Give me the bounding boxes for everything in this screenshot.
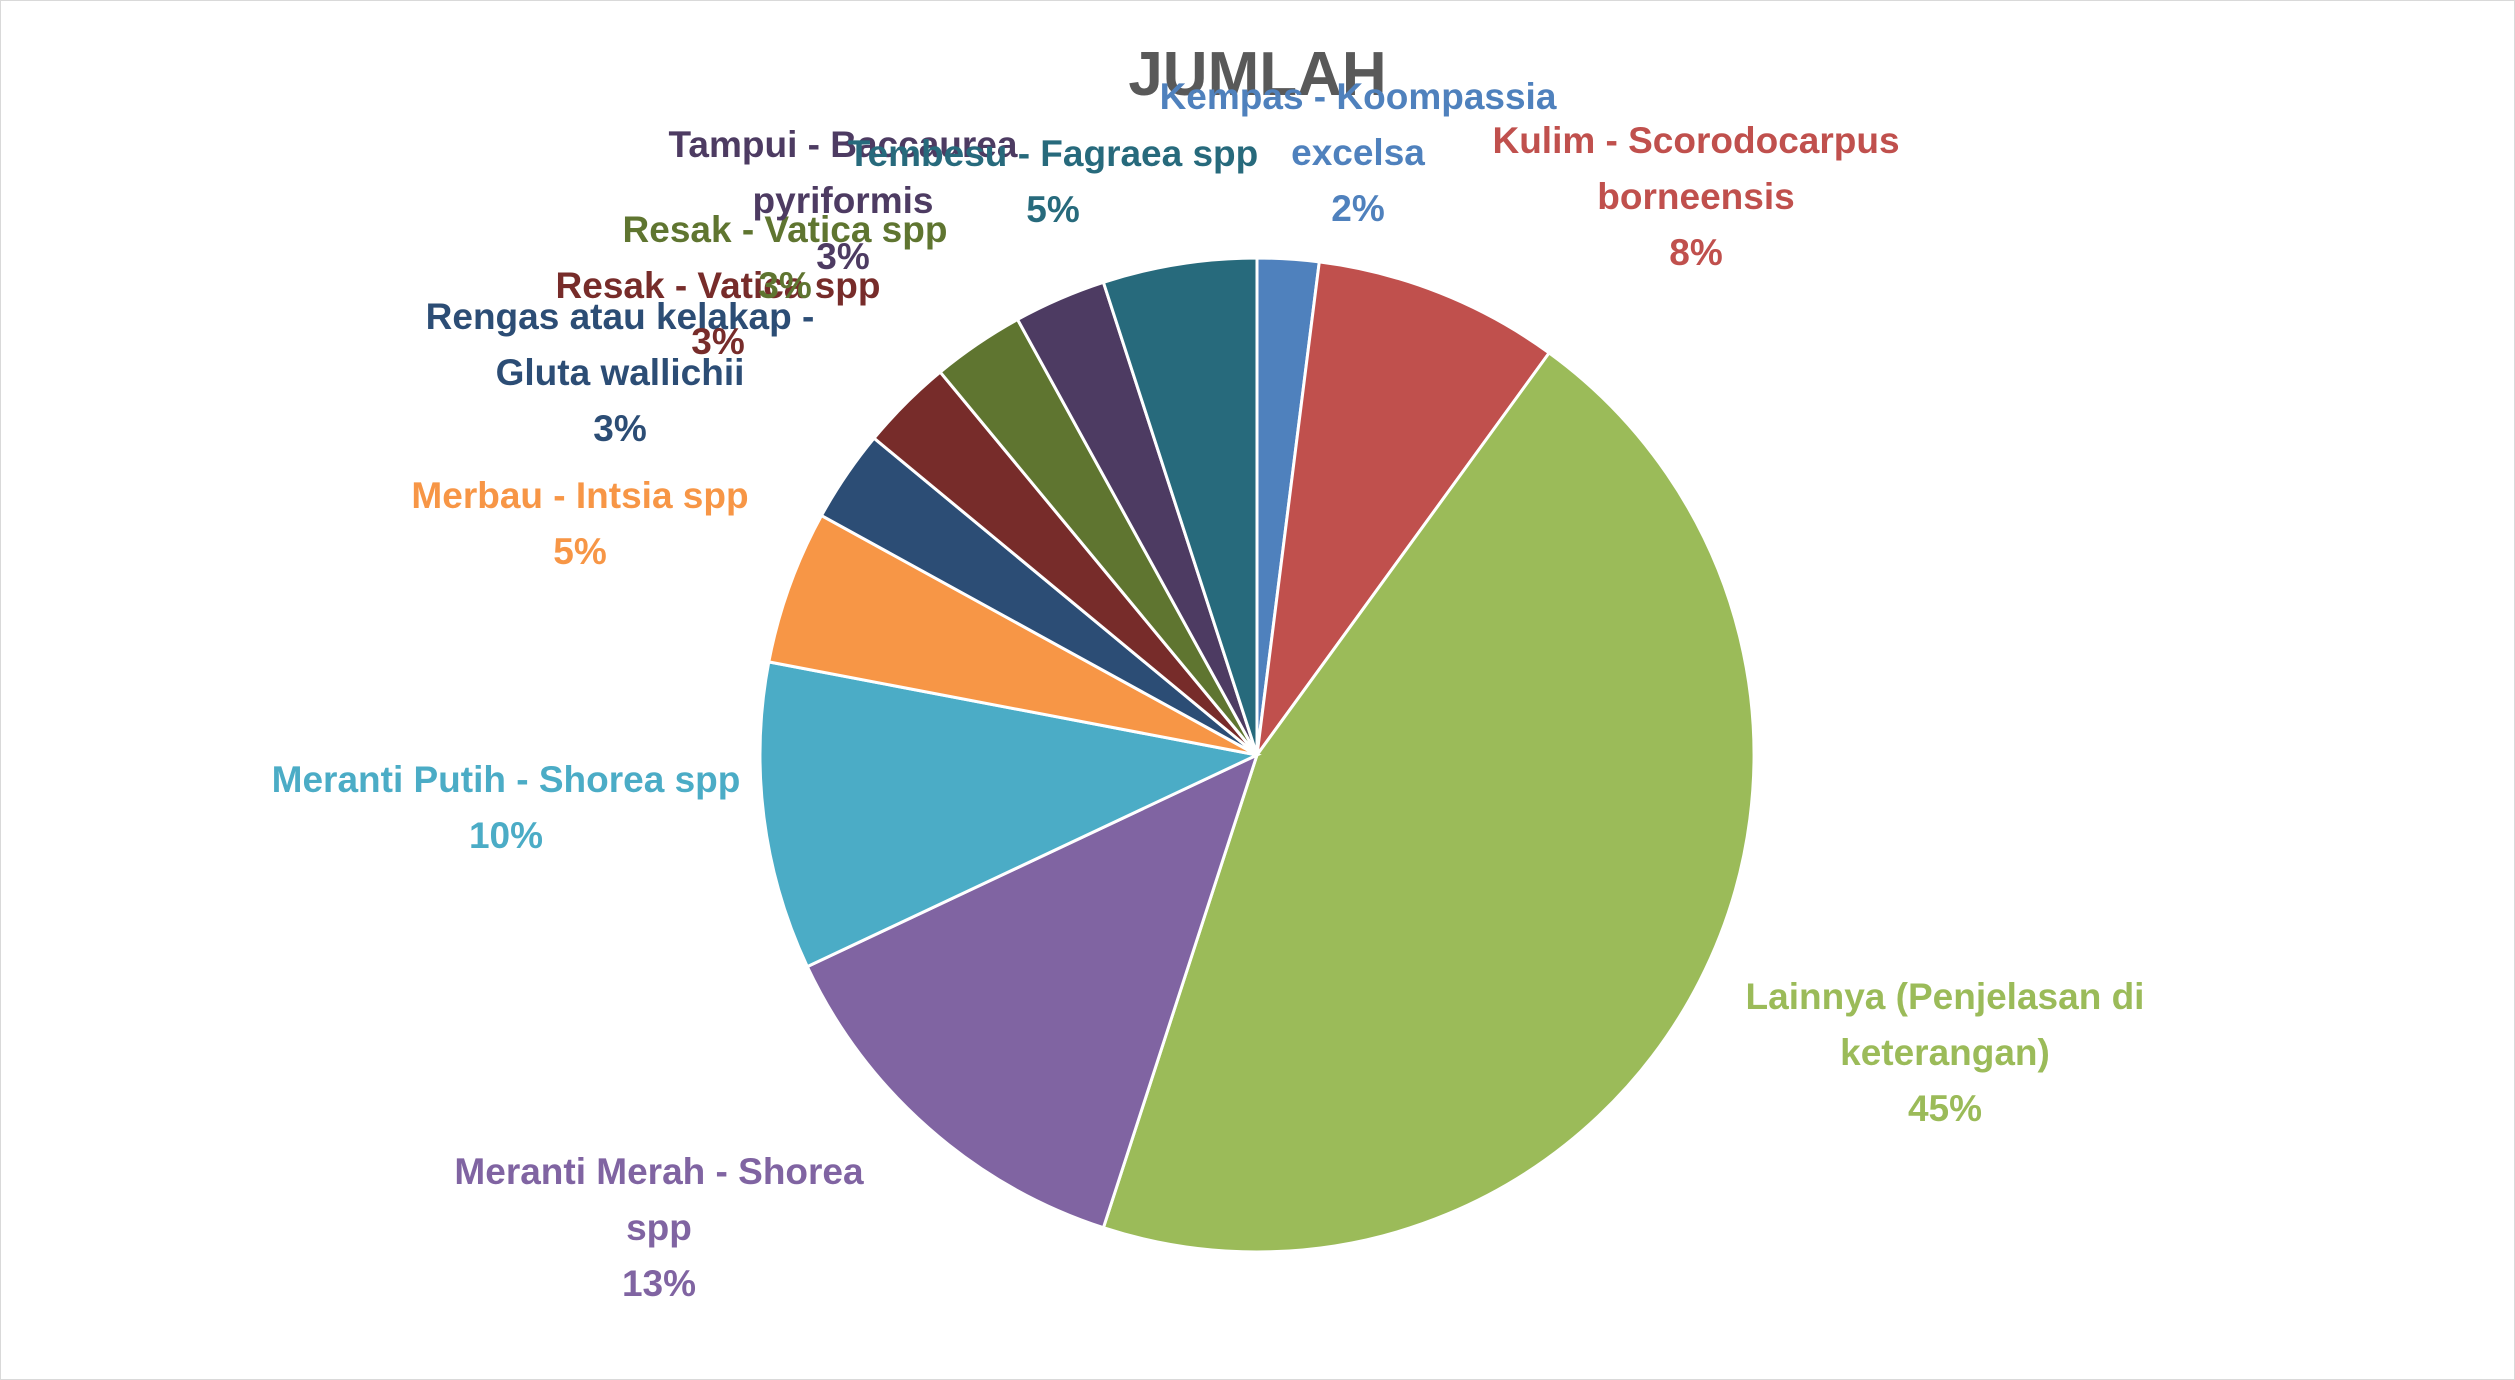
data-label: Resak - Vatica spp 3% [483, 258, 953, 370]
pie-slice [767, 513, 1258, 757]
label-percent: 8% [1669, 232, 1723, 273]
label-name: Kulim - Scorodocarpus borneensis [1492, 120, 1900, 217]
data-label: Resak - Vatica spp 3% [550, 202, 1020, 314]
data-label: Tembesu - Fagraea spp 5% [818, 126, 1288, 238]
label-percent: 3% [816, 236, 870, 277]
data-label: Meranti Putih - Shorea spp 10% [271, 752, 741, 864]
label-percent: 13% [621, 1263, 697, 1304]
pie-slice [1101, 256, 1259, 756]
pie-slice [1101, 350, 1756, 1254]
label-name: Meranti Putih - Shorea spp [271, 759, 741, 800]
label-percent: 45% [1907, 1088, 1983, 1129]
label-name: Tampui - Baccaurea pyriformis [668, 124, 1018, 221]
data-label: Meranti Merah - Shorea spp 13% [424, 1144, 894, 1312]
label-percent: 5% [1026, 189, 1080, 230]
label-name: Tembesu - Fagraea spp [847, 133, 1259, 174]
label-name: Meranti Merah - Shorea spp [454, 1151, 864, 1248]
chart-title: JUMLAH [1128, 40, 1387, 109]
data-label: Kulim - Scorodocarpus borneensis 8% [1461, 113, 1931, 281]
pie-slice [1255, 260, 1552, 756]
label-percent: 3% [593, 408, 647, 449]
data-label: Lainnya (Penjelasan di keterangan) 45% [1710, 969, 2180, 1137]
label-percent: 5% [553, 531, 607, 572]
label-name: Kempas - Koompassia excelsa [1159, 76, 1557, 173]
label-percent: 10% [468, 815, 544, 856]
data-label: Kempas - Koompassia excelsa 2% [1123, 69, 1593, 237]
label-name: Resak - Vatica spp [555, 265, 881, 306]
pie-slice [805, 752, 1260, 1230]
data-label: Merbau - Intsia spp 5% [345, 468, 815, 580]
label-name: Resak - Vatica spp [622, 209, 948, 250]
data-label: Tampui - Baccaurea pyriformis 3% [608, 117, 1078, 285]
label-name: Lainnya (Penjelasan di keterangan) [1745, 976, 2145, 1073]
label-percent: 3% [758, 265, 812, 306]
pie-slice [758, 660, 1262, 969]
label-name: Merbau - Intsia spp [411, 475, 749, 516]
data-label: Rengas atau kelakap - Gluta wallichii 3% [385, 289, 855, 457]
label-name: Rengas atau kelakap - Gluta wallichii [425, 296, 815, 393]
label-percent: 2% [1331, 188, 1385, 229]
label-percent: 3% [691, 321, 745, 362]
